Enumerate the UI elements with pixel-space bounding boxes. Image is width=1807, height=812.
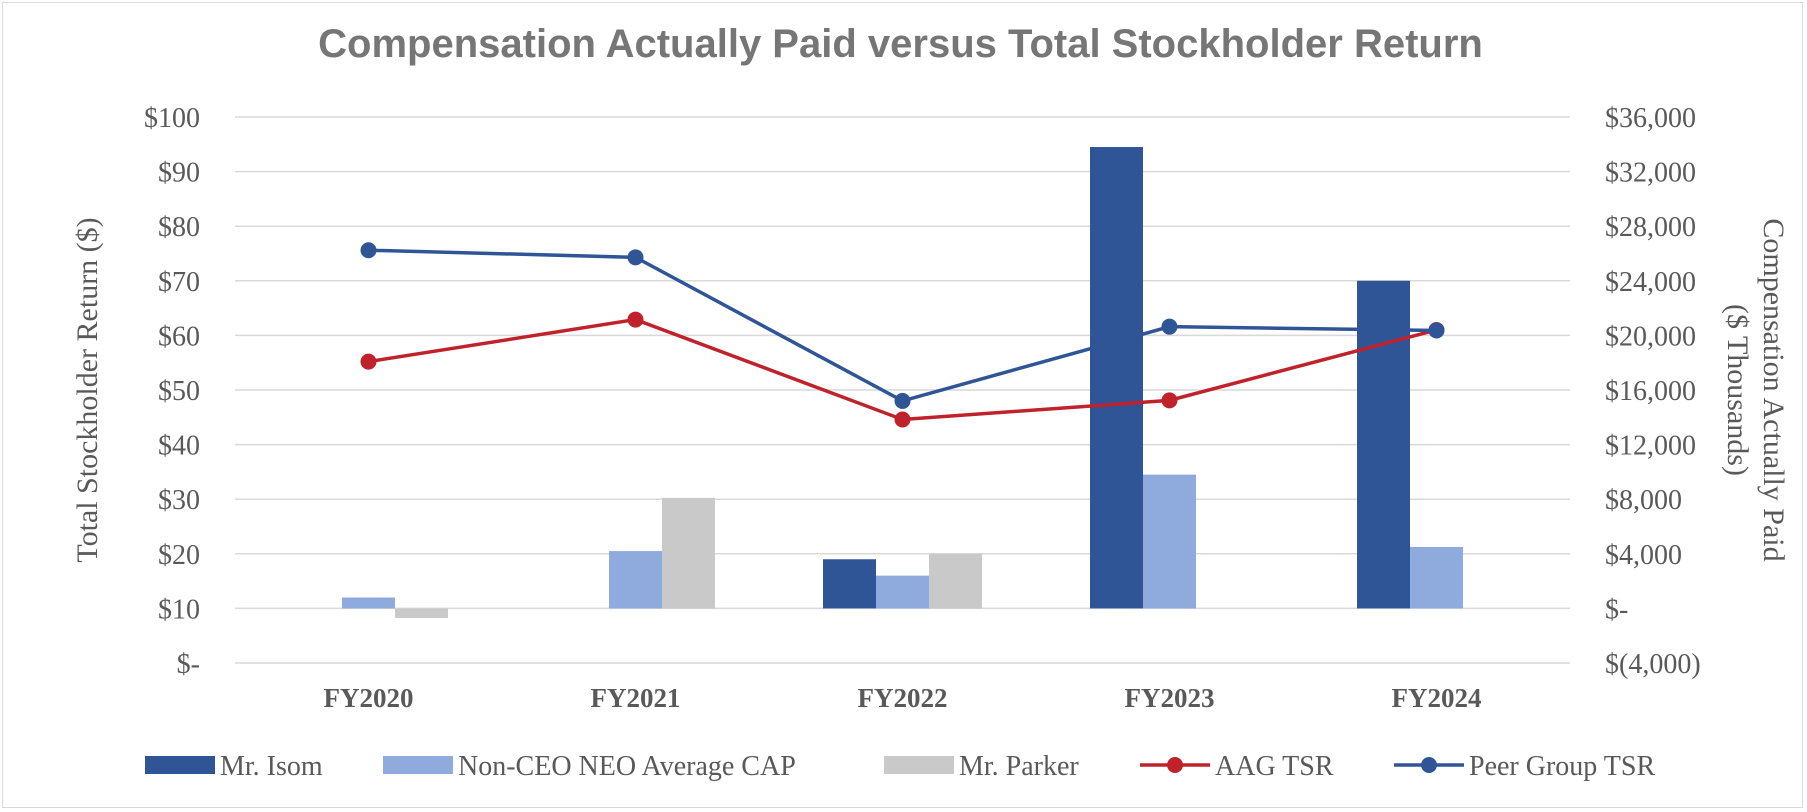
right-axis-title-line2: ($ Thousands) [1721, 304, 1754, 476]
legend-swatch-non-ceo-neo-average-cap [383, 756, 453, 774]
bar-non-ceo-neo-average-cap [876, 575, 929, 609]
point-aag-tsr [1161, 392, 1178, 409]
left-tick-label: $50 [158, 376, 200, 407]
left-tick-label: $30 [158, 485, 200, 516]
category-label: FY2023 [1125, 683, 1215, 713]
point-peer-group-tsr [627, 249, 644, 266]
category-label: FY2024 [1392, 683, 1482, 713]
right-tick-label: $12,000 [1605, 431, 1696, 462]
bar-non-ceo-neo-average-cap [1143, 474, 1196, 609]
point-aag-tsr [627, 311, 644, 328]
bar-mr-parker [662, 497, 715, 609]
legend-label-peer-group-tsr: Peer Group TSR [1469, 751, 1655, 782]
legend-marker-aag-tsr [1167, 757, 1183, 773]
legend-label-mr-isom: Mr. Isom [220, 751, 323, 782]
right-tick-label: $8,000 [1605, 485, 1682, 516]
right-tick-label: $28,000 [1605, 212, 1696, 243]
left-tick-label: $10 [158, 594, 200, 625]
bar-non-ceo-neo-average-cap [1410, 546, 1463, 609]
right-tick-label: $- [1605, 594, 1628, 625]
left-tick-label: $80 [158, 212, 200, 243]
left-tick-label: $- [177, 649, 200, 680]
bar-mr-parker [929, 553, 982, 609]
left-axis-title: Total Stockholder Return ($) [71, 217, 104, 562]
left-tick-label: $100 [144, 103, 200, 134]
point-peer-group-tsr [360, 242, 377, 259]
right-tick-label: $(4,000) [1605, 649, 1701, 680]
right-tick-label: $32,000 [1605, 158, 1696, 189]
legend-swatch-mr-isom [145, 756, 215, 774]
legend-label-non-ceo-neo-average-cap: Non-CEO NEO Average CAP [458, 751, 796, 782]
line-peer-group-tsr [368, 248, 1437, 403]
category-label: FY2022 [858, 683, 948, 713]
point-aag-tsr [894, 411, 911, 428]
right-tick-label: $20,000 [1605, 321, 1696, 352]
bar-mr-parker [395, 608, 448, 618]
bar-non-ceo-neo-average-cap [609, 551, 662, 609]
category-label: FY2021 [591, 683, 681, 713]
legend-marker-peer-group-tsr [1421, 757, 1437, 773]
bar-mr-isom [1357, 280, 1410, 609]
right-tick-label: $16,000 [1605, 376, 1696, 407]
bar-non-ceo-neo-average-cap [342, 597, 395, 609]
left-tick-label: $70 [158, 267, 200, 298]
right-tick-label: $24,000 [1605, 267, 1696, 298]
left-tick-label: $90 [158, 158, 200, 189]
bar-mr-isom [1090, 147, 1143, 609]
left-tick-label: $40 [158, 431, 200, 462]
right-tick-label: $4,000 [1605, 540, 1682, 571]
point-aag-tsr [360, 353, 377, 370]
bar-mr-isom [823, 559, 876, 609]
right-axis-title-line1: Compensation Actually Paid [1757, 218, 1790, 561]
category-label: FY2020 [324, 683, 414, 713]
point-peer-group-tsr [1428, 322, 1445, 339]
point-peer-group-tsr [894, 392, 911, 409]
left-tick-label: $20 [158, 540, 200, 571]
point-peer-group-tsr [1161, 318, 1178, 335]
right-tick-label: $36,000 [1605, 103, 1696, 134]
legend-label-aag-tsr: AAG TSR [1215, 751, 1334, 782]
chart-title: Compensation Actually Paid versus Total … [318, 22, 1483, 66]
legend-swatch-mr-parker [884, 756, 954, 774]
legend-label-mr-parker: Mr. Parker [959, 751, 1079, 782]
left-tick-label: $60 [158, 321, 200, 352]
